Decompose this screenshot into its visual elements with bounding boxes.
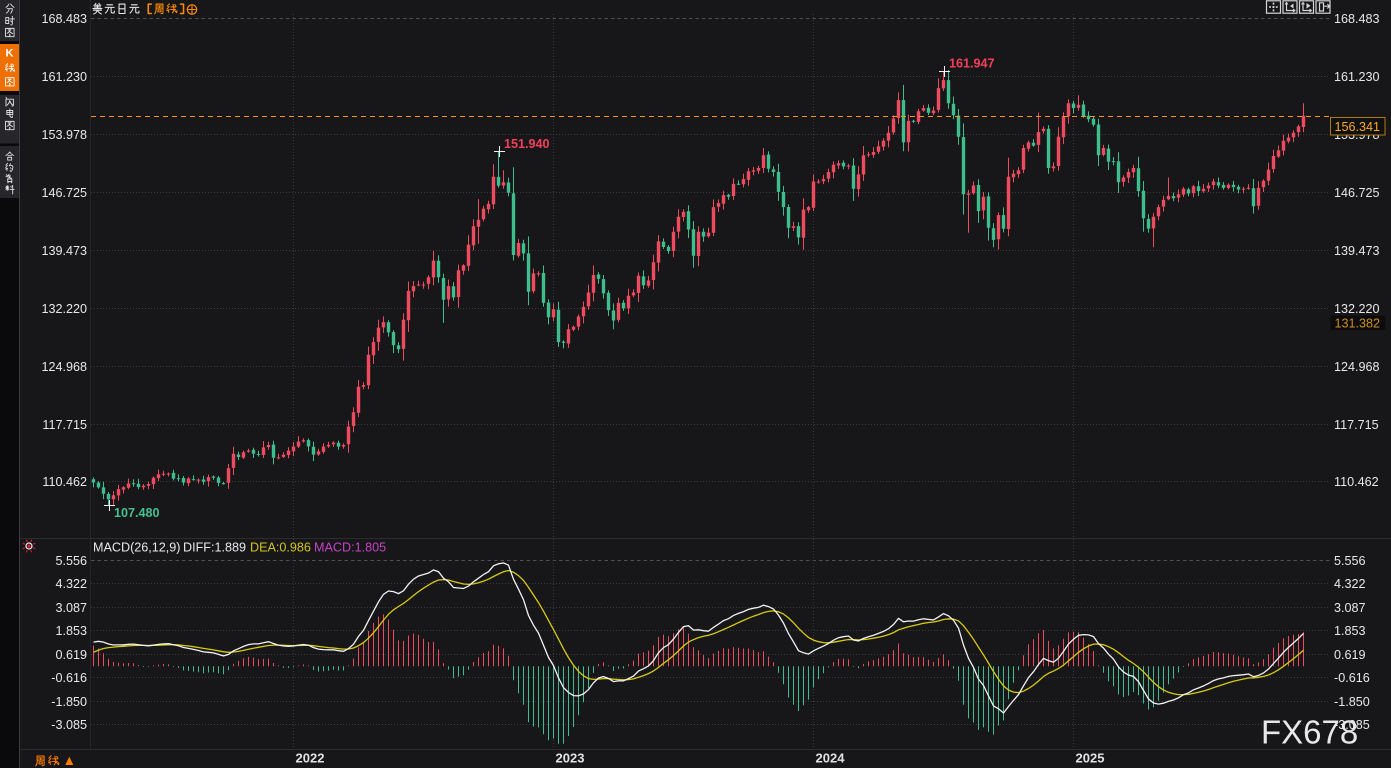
svg-text:124.968: 124.968	[41, 360, 87, 374]
svg-text:2025: 2025	[1076, 751, 1105, 766]
svg-text:DEA:0.986: DEA:0.986	[250, 541, 311, 555]
svg-text:MACD:1.805: MACD:1.805	[314, 541, 386, 555]
svg-text:124.968: 124.968	[1334, 360, 1380, 374]
svg-text:2024: 2024	[816, 751, 846, 766]
svg-text:5.556: 5.556	[1334, 554, 1366, 568]
svg-text:161.230: 161.230	[1334, 70, 1380, 84]
svg-text:156.341: 156.341	[1335, 120, 1381, 134]
svg-text:161.947: 161.947	[949, 57, 995, 71]
svg-text:168.483: 168.483	[41, 12, 87, 26]
svg-text:4.322: 4.322	[55, 577, 87, 591]
svg-text:-3.085: -3.085	[1334, 718, 1370, 732]
svg-text:168.483: 168.483	[1334, 12, 1380, 26]
svg-text:132.220: 132.220	[1334, 302, 1380, 316]
svg-text:1.853: 1.853	[1334, 624, 1366, 638]
svg-text:K: K	[6, 48, 14, 60]
svg-text:-1.850: -1.850	[51, 695, 87, 709]
svg-text:-0.616: -0.616	[51, 671, 87, 685]
svg-text:0.619: 0.619	[55, 648, 87, 662]
svg-text:153.978: 153.978	[41, 128, 87, 142]
svg-text:139.473: 139.473	[41, 244, 87, 258]
svg-text:107.480: 107.480	[114, 506, 160, 520]
svg-text:131.382: 131.382	[1335, 316, 1381, 330]
svg-text:132.220: 132.220	[41, 302, 87, 316]
svg-text:5.556: 5.556	[55, 554, 87, 568]
svg-text:3.087: 3.087	[1334, 601, 1366, 615]
svg-text:-3.085: -3.085	[51, 718, 87, 732]
svg-text:110.462: 110.462	[42, 475, 87, 489]
svg-text:2022: 2022	[296, 751, 325, 766]
svg-text:117.715: 117.715	[42, 418, 87, 432]
svg-text:-0.616: -0.616	[1334, 671, 1370, 685]
svg-text:MACD(26,12,9): MACD(26,12,9)	[93, 541, 181, 555]
svg-text:4.322: 4.322	[1334, 577, 1366, 591]
svg-text:110.462: 110.462	[1334, 475, 1379, 489]
svg-text:-1.850: -1.850	[1334, 695, 1370, 709]
svg-text:1.853: 1.853	[55, 624, 87, 638]
svg-text:3.087: 3.087	[55, 601, 87, 615]
svg-text:2023: 2023	[556, 751, 585, 766]
svg-text:FX678: FX678	[1261, 714, 1358, 751]
svg-text:DIFF:1.889: DIFF:1.889	[183, 541, 246, 555]
svg-text:117.715: 117.715	[1334, 418, 1379, 432]
svg-text:151.940: 151.940	[504, 137, 550, 151]
svg-text:139.473: 139.473	[1334, 244, 1380, 258]
svg-text:146.725: 146.725	[41, 186, 87, 200]
svg-text:146.725: 146.725	[1334, 186, 1380, 200]
svg-text:0.619: 0.619	[1334, 648, 1366, 662]
svg-text:161.230: 161.230	[41, 70, 87, 84]
